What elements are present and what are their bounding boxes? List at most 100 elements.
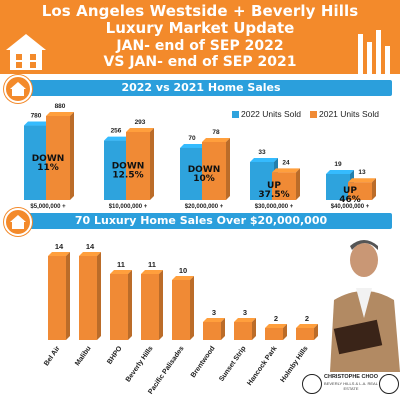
- bar-side-face: [70, 112, 74, 200]
- bar-side-face: [66, 252, 70, 340]
- change-percent-label: 46%: [339, 195, 361, 205]
- data-label: 3: [243, 308, 247, 317]
- bar-top-face: [104, 136, 132, 141]
- brokerage-logo-icon: [379, 374, 399, 394]
- bar-front-face: [79, 256, 97, 340]
- bar-front-face: [234, 322, 252, 340]
- bar-front-face: [272, 172, 296, 200]
- bar-front-face: [126, 132, 150, 200]
- bar-2021: [126, 128, 154, 200]
- category-tick-label: Brentwood: [190, 345, 217, 379]
- bar-front-face: [203, 322, 221, 340]
- bar-front-face: [24, 125, 48, 200]
- bar-side-face: [296, 168, 300, 200]
- data-label: 11: [117, 260, 125, 269]
- change-percent-label: 12.5%: [112, 170, 143, 180]
- data-label: 880: [55, 103, 66, 110]
- bar-top-face: [180, 143, 208, 148]
- category-tick-label: Hancock Park: [246, 345, 278, 387]
- bar-top-face: [348, 178, 376, 183]
- bar-luxury: [172, 276, 194, 340]
- bar-luxury: [48, 252, 70, 340]
- bar-top-face: [265, 324, 287, 328]
- bar-top-face: [141, 270, 163, 274]
- bar-top-face: [234, 318, 256, 322]
- bar-top-face: [172, 276, 194, 280]
- category-tick-label: Pacific Palisades: [147, 345, 185, 396]
- bar-side-face: [150, 128, 154, 200]
- bar-front-face: [46, 116, 70, 200]
- bar-top-face: [48, 252, 70, 256]
- data-label: 14: [55, 242, 64, 251]
- bar-front-face: [326, 174, 350, 200]
- category-tick-label: Beverly Hills: [125, 345, 155, 384]
- bar-luxury: [110, 270, 132, 340]
- header-title-line4: VS JAN- end of SEP 2021: [103, 54, 297, 70]
- header-title-line2: Luxury Market Update: [105, 19, 295, 37]
- bar-2021: [348, 178, 376, 200]
- bar-top-face: [326, 170, 354, 174]
- data-label: 256: [111, 128, 122, 135]
- house-badge-icon: [4, 75, 32, 103]
- bar-2021: [272, 168, 300, 200]
- category-tick-label: Bel Air: [43, 345, 62, 368]
- bar-top-face: [203, 318, 225, 322]
- house-icon: [6, 34, 46, 70]
- category-tick-label: Sunset Strip: [218, 345, 247, 383]
- data-label: 78: [212, 129, 220, 136]
- chart2-title-band: 70 Luxury Home Sales Over $20,000,000: [10, 213, 392, 229]
- bar-2021: [46, 112, 74, 200]
- change-direction-label: DOWN: [32, 154, 65, 164]
- bar-side-face: [128, 270, 132, 340]
- data-label: 24: [282, 159, 290, 166]
- bar-front-face: [265, 328, 283, 340]
- change-direction-label: UP: [343, 186, 357, 196]
- bar-front-face: [296, 328, 314, 340]
- change-direction-label: DOWN: [112, 161, 145, 171]
- header-title-line1: Los Angeles Westside + Beverly Hills: [41, 2, 359, 20]
- bar-front-face: [48, 256, 66, 340]
- bar-side-face: [226, 138, 230, 200]
- change-direction-label: DOWN: [188, 165, 221, 175]
- bar-top-face: [79, 252, 101, 256]
- bar-luxury: [234, 318, 256, 340]
- change-direction-label: UP: [267, 181, 281, 191]
- bar-top-face: [250, 158, 278, 162]
- legend-label: 2022 Units Sold: [241, 109, 301, 119]
- bar-top-face: [272, 168, 300, 173]
- bar-luxury: [141, 270, 163, 340]
- bar-front-face: [250, 162, 274, 200]
- bar-front-face: [141, 274, 159, 340]
- data-label: 11: [148, 260, 156, 269]
- bar-luxury: [203, 318, 225, 340]
- header-title-line3: JAN- end of SEP 2022: [116, 38, 284, 54]
- category-tick-label: $40,000,000 +: [331, 204, 370, 210]
- bar-side-face: [97, 252, 101, 340]
- bar-luxury: [296, 324, 318, 340]
- footer-sub: BEVERLY HILLS & L.A. REAL ESTATE: [324, 381, 378, 391]
- data-label: 33: [258, 149, 266, 156]
- bar-side-face: [372, 178, 376, 200]
- bar-side-face: [221, 318, 225, 340]
- chart1-title-band: 2022 vs 2021 Home Sales: [10, 80, 392, 96]
- bar-side-face: [283, 324, 287, 340]
- bar-front-face: [172, 280, 190, 340]
- data-label: 13: [358, 169, 366, 176]
- change-percent-label: 37.5%: [258, 190, 289, 200]
- bar-front-face: [202, 142, 226, 200]
- bar-top-face: [296, 324, 318, 328]
- change-percent-label: 10%: [193, 174, 215, 184]
- bar-luxury: [265, 324, 287, 340]
- agent-logo-icon: [302, 374, 322, 394]
- change-percent-label: 11%: [37, 163, 59, 173]
- legend-swatch: [310, 111, 317, 118]
- agent-photo: [330, 240, 400, 372]
- category-tick-label: $5,000,000 +: [30, 204, 66, 210]
- footer-name: CHRISTOPHE CHOO: [324, 374, 378, 380]
- chart1-svg: 2022 Units Sold 2021 Units Sold 780 880 DOWN…: [24, 103, 379, 210]
- data-label: 2: [274, 314, 278, 323]
- bar-top-face: [126, 128, 154, 132]
- data-label: 10: [179, 266, 187, 275]
- category-tick-label: $20,000,000 +: [185, 204, 224, 210]
- bar-front-face: [180, 147, 204, 200]
